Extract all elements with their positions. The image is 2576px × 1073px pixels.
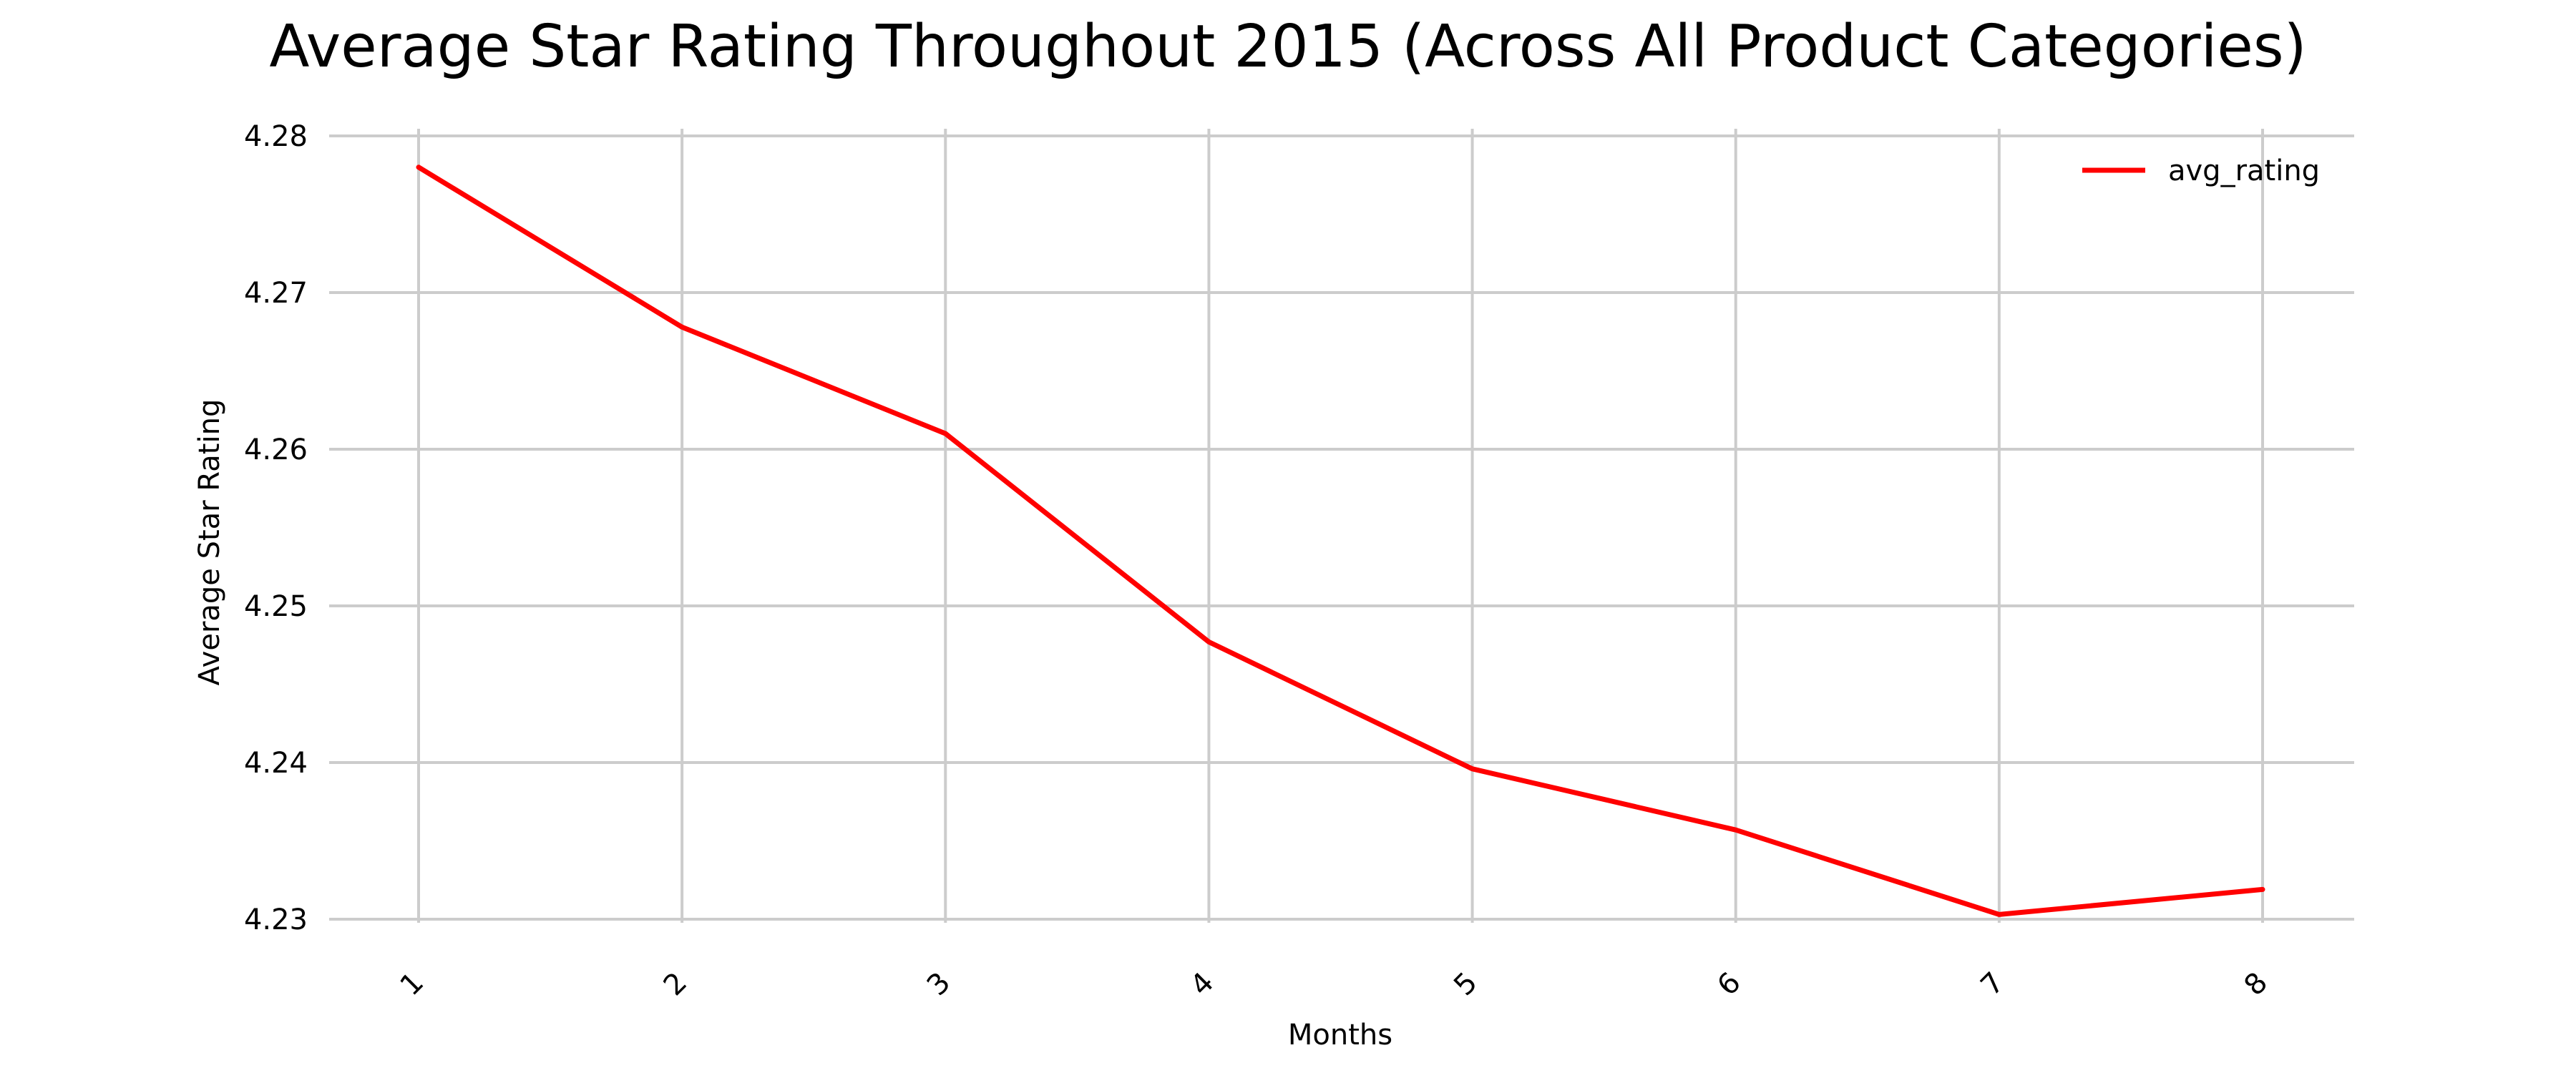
legend-label-avg-rating: avg_rating	[2168, 155, 2320, 187]
x-tick-label: 8	[2238, 966, 2275, 1003]
y-tick-labels: 4.23 4.24 4.25 4.26 4.27 4.28	[244, 120, 308, 936]
series-line-avg-rating	[416, 165, 2265, 917]
x-tick-label: 5	[1448, 966, 1484, 1003]
y-tick-label: 4.27	[244, 277, 308, 310]
grid-lines	[329, 129, 2354, 923]
x-tick-label: 1	[394, 966, 431, 1003]
x-tick-label: 2	[658, 966, 694, 1003]
legend: avg_rating	[2082, 155, 2320, 187]
x-tick-labels: 1 2 3 4 5 6 7 8	[394, 966, 2275, 1003]
x-tick-label: 7	[1974, 966, 2011, 1003]
x-tick-label: 3	[921, 966, 957, 1003]
x-tick-label: 4	[1184, 966, 1221, 1003]
y-tick-label: 4.28	[244, 120, 308, 153]
chart-title: Average Star Rating Throughout 2015 (Acr…	[269, 13, 2306, 81]
x-tick-label: 6	[1711, 966, 1747, 1003]
y-tick-label: 4.24	[244, 747, 308, 780]
y-tick-label: 4.26	[244, 433, 308, 466]
y-tick-label: 4.23	[244, 903, 308, 936]
x-axis-label: Months	[1288, 1019, 1392, 1052]
y-axis-label: Average Star Rating	[193, 399, 226, 686]
y-tick-label: 4.25	[244, 590, 308, 623]
